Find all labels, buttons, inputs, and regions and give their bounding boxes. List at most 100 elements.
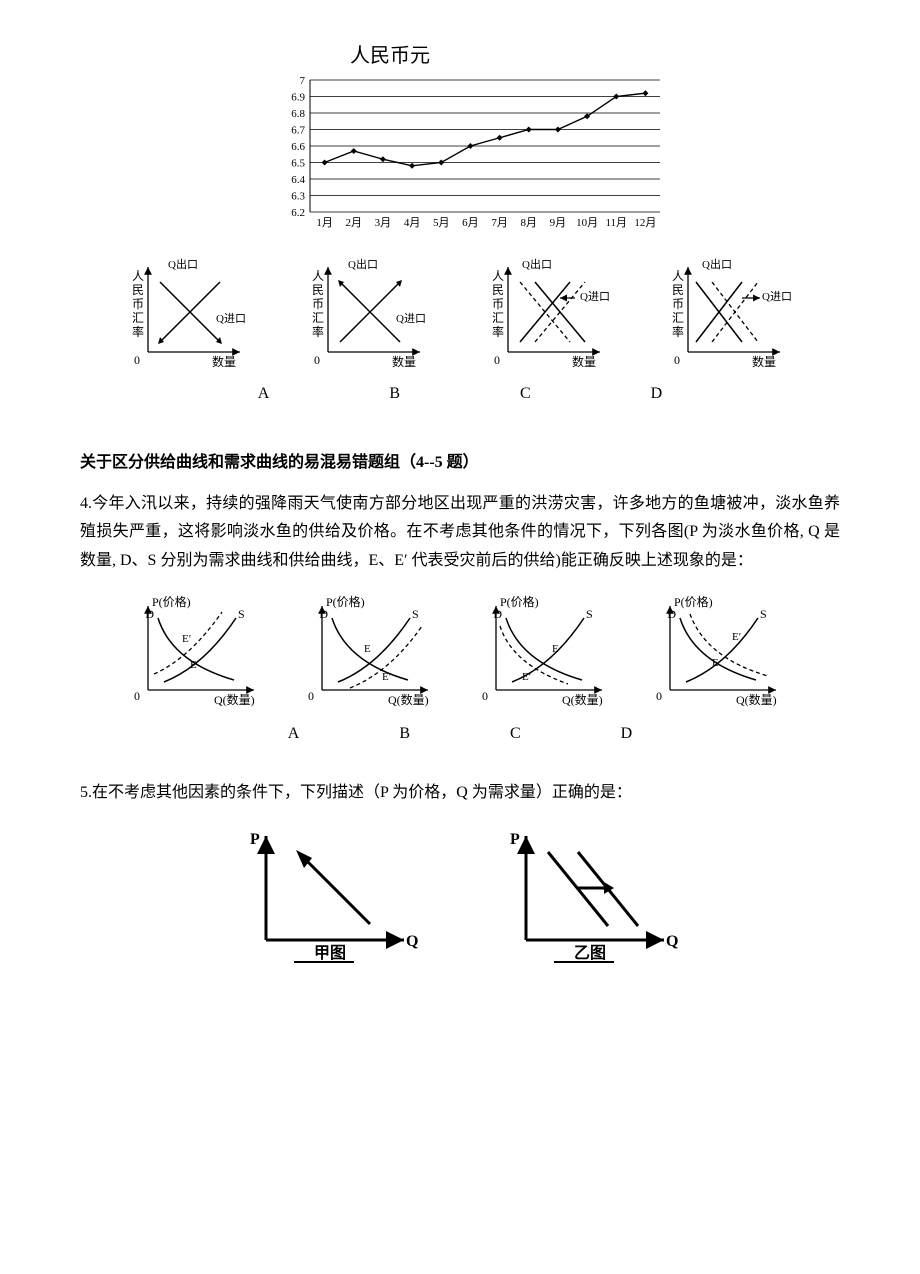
svg-text:Q进口: Q进口 xyxy=(580,290,610,303)
svg-text:9月: 9月 xyxy=(550,217,567,229)
svg-text:Q: Q xyxy=(406,933,418,950)
minichart-3-yi: P Q 乙图 xyxy=(500,824,680,964)
svg-text:人: 人 xyxy=(672,269,684,283)
minichart-1-d: 人民币汇率0数量Q出口Q进口 xyxy=(660,252,800,372)
svg-text:12月: 12月 xyxy=(634,217,656,229)
svg-text:民: 民 xyxy=(492,283,504,297)
svg-text:币: 币 xyxy=(312,297,324,311)
svg-text:率: 率 xyxy=(672,324,684,339)
svg-text:汇: 汇 xyxy=(492,311,504,325)
svg-text:0: 0 xyxy=(656,689,662,703)
svg-text:数量: 数量 xyxy=(572,354,596,369)
svg-text:D: D xyxy=(319,607,328,621)
svg-text:汇: 汇 xyxy=(672,311,684,325)
svg-text:Q出口: Q出口 xyxy=(348,257,378,271)
label2-c: C xyxy=(510,720,521,749)
label2-d: D xyxy=(621,720,633,749)
minichart-2-labels: A B C D xyxy=(80,720,840,749)
svg-text:Q进口: Q进口 xyxy=(216,312,246,325)
svg-text:Q(数量): Q(数量) xyxy=(562,692,603,707)
svg-text:数量: 数量 xyxy=(212,354,236,369)
svg-text:6.4: 6.4 xyxy=(291,174,305,186)
svg-text:D: D xyxy=(145,607,154,621)
minichart-1-labels: A B C D xyxy=(80,380,840,409)
svg-text:6月: 6月 xyxy=(462,217,479,229)
rmb-line-chart: 人民币元76.96.86.76.66.56.46.36.21月2月3月4月5月6… xyxy=(250,40,670,240)
svg-text:Q出口: Q出口 xyxy=(168,257,198,271)
svg-text:7月: 7月 xyxy=(491,217,508,229)
svg-text:民: 民 xyxy=(312,283,324,297)
svg-text:4月: 4月 xyxy=(404,217,421,229)
svg-text:Q进口: Q进口 xyxy=(762,290,792,303)
label-c: C xyxy=(520,380,531,409)
minichart-row-3: P Q 甲图 P Q 乙图 xyxy=(80,824,840,964)
svg-text:Q(数量): Q(数量) xyxy=(736,692,777,707)
svg-text:P(价格): P(价格) xyxy=(674,594,713,609)
svg-text:Q进口: Q进口 xyxy=(396,312,426,325)
svg-text:P: P xyxy=(250,831,260,848)
svg-text:5月: 5月 xyxy=(433,217,450,229)
svg-text:数量: 数量 xyxy=(392,354,416,369)
svg-text:0: 0 xyxy=(134,689,140,703)
svg-text:0: 0 xyxy=(482,689,488,703)
svg-text:0: 0 xyxy=(134,353,140,367)
svg-text:P(价格): P(价格) xyxy=(152,594,191,609)
svg-text:Q(数量): Q(数量) xyxy=(388,692,429,707)
svg-text:率: 率 xyxy=(492,324,504,339)
minichart-1-a: 人民币汇率0数量Q出口Q进口 xyxy=(120,252,260,372)
svg-text:率: 率 xyxy=(132,324,144,339)
svg-text:币: 币 xyxy=(132,297,144,311)
svg-text:6.6: 6.6 xyxy=(291,141,305,153)
minichart-3-jia: P Q 甲图 xyxy=(240,824,420,964)
label2-a: A xyxy=(288,720,300,749)
svg-text:0: 0 xyxy=(308,689,314,703)
svg-text:0: 0 xyxy=(494,353,500,367)
svg-text:数量: 数量 xyxy=(752,354,776,369)
svg-text:民: 民 xyxy=(132,283,144,297)
svg-text:0: 0 xyxy=(314,353,320,367)
svg-text:3月: 3月 xyxy=(375,217,392,229)
minichart-row-1: 人民币汇率0数量Q出口Q进口 人民币汇率0数量Q出口Q进口 人民币汇率0数量Q出… xyxy=(80,252,840,372)
section-heading: 关于区分供给曲线和需求曲线的易混易错题组（4--5 题） xyxy=(80,449,840,478)
svg-text:人: 人 xyxy=(492,269,504,283)
svg-text:P(价格): P(价格) xyxy=(500,594,539,609)
svg-text:币: 币 xyxy=(492,297,504,311)
svg-text:6.2: 6.2 xyxy=(291,207,305,219)
svg-text:E: E xyxy=(190,659,197,671)
svg-text:S: S xyxy=(760,607,767,621)
svg-text:10月: 10月 xyxy=(576,217,598,229)
svg-text:11月: 11月 xyxy=(605,217,627,229)
minichart-2-d: P(价格)0Q(数量)DSE′E xyxy=(646,592,796,712)
label-a: A xyxy=(258,380,270,409)
svg-text:E′: E′ xyxy=(732,631,741,643)
svg-text:E′: E′ xyxy=(382,671,391,683)
question-4-text: 4.今年入汛以来，持续的强降雨天气使南方部分地区出现严重的洪涝灾害，许多地方的鱼… xyxy=(80,490,840,576)
svg-text:汇: 汇 xyxy=(312,311,324,325)
svg-text:Q: Q xyxy=(666,933,678,950)
svg-text:6.8: 6.8 xyxy=(291,108,305,120)
minichart-2-c: P(价格)0Q(数量)DSEE′ xyxy=(472,592,622,712)
svg-text:6.7: 6.7 xyxy=(291,125,305,137)
svg-text:E′: E′ xyxy=(182,633,191,645)
minichart-2-a: P(价格)0Q(数量)DSE′E xyxy=(124,592,274,712)
svg-text:P: P xyxy=(510,831,520,848)
svg-text:币: 币 xyxy=(672,297,684,311)
svg-text:6.9: 6.9 xyxy=(291,92,305,104)
svg-text:人民币元: 人民币元 xyxy=(350,44,430,67)
svg-text:D: D xyxy=(667,607,676,621)
svg-text:1月: 1月 xyxy=(316,217,333,229)
svg-text:E′: E′ xyxy=(522,671,531,683)
minichart-2-b: P(价格)0Q(数量)DSEE′ xyxy=(298,592,448,712)
svg-text:甲图: 甲图 xyxy=(314,944,346,962)
svg-text:民: 民 xyxy=(672,283,684,297)
label-b: B xyxy=(389,380,400,409)
minichart-row-2: P(价格)0Q(数量)DSE′E P(价格)0Q(数量)DSEE′ P(价格)0… xyxy=(80,592,840,712)
svg-text:汇: 汇 xyxy=(132,311,144,325)
label2-b: B xyxy=(399,720,410,749)
svg-text:D: D xyxy=(493,607,502,621)
svg-text:乙图: 乙图 xyxy=(574,944,606,962)
svg-text:率: 率 xyxy=(312,324,324,339)
question-5-text: 5.在不考虑其他因素的条件下，下列描述（P 为价格，Q 为需求量）正确的是： xyxy=(80,779,840,808)
minichart-1-b: 人民币汇率0数量Q出口Q进口 xyxy=(300,252,440,372)
svg-text:E: E xyxy=(364,643,371,655)
